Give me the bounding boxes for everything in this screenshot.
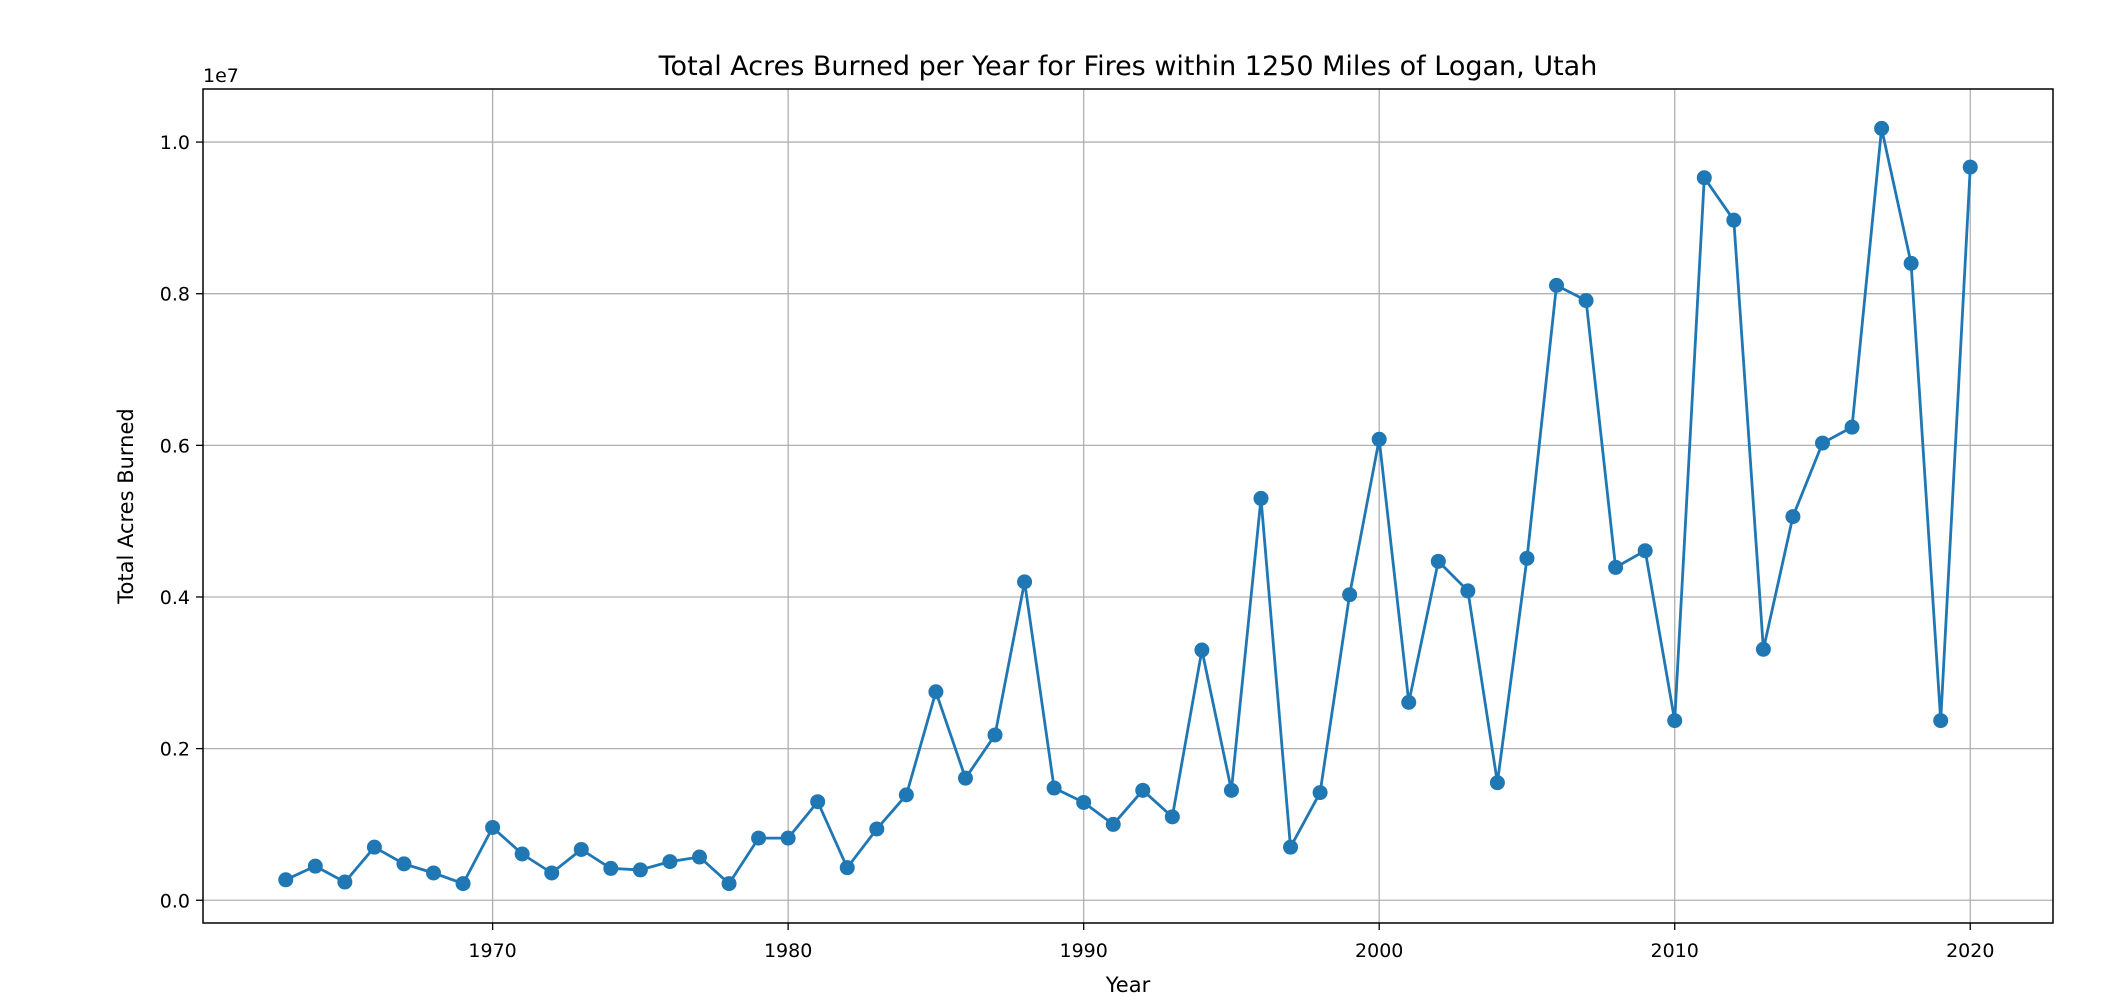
data-point: [869, 821, 885, 837]
data-point: [632, 862, 648, 878]
x-tick-label: 2020: [1946, 940, 1994, 962]
y-tick-label: 0.4: [160, 587, 190, 609]
data-point: [1076, 794, 1092, 810]
data-point: [366, 839, 382, 855]
data-point: [1430, 553, 1446, 569]
data-point: [1608, 559, 1624, 575]
series-total-acres: [278, 120, 1978, 892]
data-point: [898, 787, 914, 803]
x-tick-label: 1970: [468, 940, 516, 962]
y-axis-label: Total Acres Burned: [114, 408, 138, 605]
data-point: [278, 872, 294, 888]
data-point: [1933, 713, 1949, 729]
data-point: [810, 794, 826, 810]
data-point: [1903, 255, 1919, 271]
axis-ticks: 1970 1980 1990 2000 2010 2020 0.0 0.2 0.4 0.6 0.8 1…: [160, 132, 1995, 962]
data-point: [485, 819, 501, 835]
x-tick-label: 1980: [764, 940, 812, 962]
series-line: [285, 126, 1972, 885]
data-point: [1519, 550, 1535, 566]
data-point: [1874, 120, 1890, 136]
data-point: [1844, 419, 1860, 435]
y-axis-offset-label: 1e7: [203, 65, 239, 87]
data-point: [1017, 574, 1033, 590]
chart-title: Total Acres Burned per Year for Fires wi…: [658, 51, 1598, 82]
data-point: [1223, 782, 1239, 798]
x-tick-label: 1990: [1059, 940, 1107, 962]
data-point: [1755, 641, 1771, 657]
data-point: [1164, 809, 1180, 825]
data-point: [544, 865, 560, 881]
data-point: [839, 860, 855, 876]
data-point: [1578, 293, 1594, 309]
data-point: [1135, 782, 1151, 798]
data-point: [987, 727, 1003, 743]
data-point: [1726, 212, 1742, 228]
data-point: [957, 770, 973, 786]
data-point: [1342, 587, 1358, 603]
y-tick-label: 0.2: [160, 739, 190, 761]
grid-lines: [203, 89, 2053, 923]
y-tick-label: 0.6: [160, 435, 190, 457]
x-tick-label: 2010: [1651, 940, 1699, 962]
data-point: [751, 830, 767, 846]
data-point: [1194, 642, 1210, 658]
data-point: [396, 856, 412, 872]
data-point: [573, 841, 589, 857]
data-point: [691, 849, 707, 865]
data-point: [721, 876, 737, 892]
data-point: [1312, 785, 1328, 801]
data-point: [1460, 583, 1476, 599]
data-point: [514, 846, 530, 862]
data-point: [1785, 509, 1801, 525]
data-point: [780, 830, 796, 846]
data-point: [1105, 816, 1121, 832]
x-axis-label: Year: [1105, 973, 1151, 997]
data-point: [1637, 543, 1653, 559]
data-point: [455, 876, 471, 892]
data-point: [1696, 170, 1712, 186]
x-tick-label: 2000: [1355, 940, 1403, 962]
data-point: [1814, 435, 1830, 451]
data-point: [307, 858, 323, 874]
y-tick-label: 1.0: [160, 132, 190, 154]
data-point: [1046, 780, 1062, 796]
data-point: [1253, 490, 1269, 506]
data-point: [1283, 839, 1299, 855]
data-point: [603, 860, 619, 876]
y-tick-label: 0.0: [160, 890, 190, 912]
y-tick-label: 0.8: [160, 284, 190, 306]
data-point: [662, 854, 678, 870]
data-point: [1667, 713, 1683, 729]
data-point: [928, 684, 944, 700]
plot-frame: [202, 88, 2054, 924]
data-point: [1489, 775, 1505, 791]
data-point: [1371, 431, 1387, 447]
data-point: [426, 865, 442, 881]
data-point: [1962, 159, 1978, 175]
data-point: [1549, 277, 1565, 293]
data-point: [337, 874, 353, 890]
data-point: [1401, 694, 1417, 710]
